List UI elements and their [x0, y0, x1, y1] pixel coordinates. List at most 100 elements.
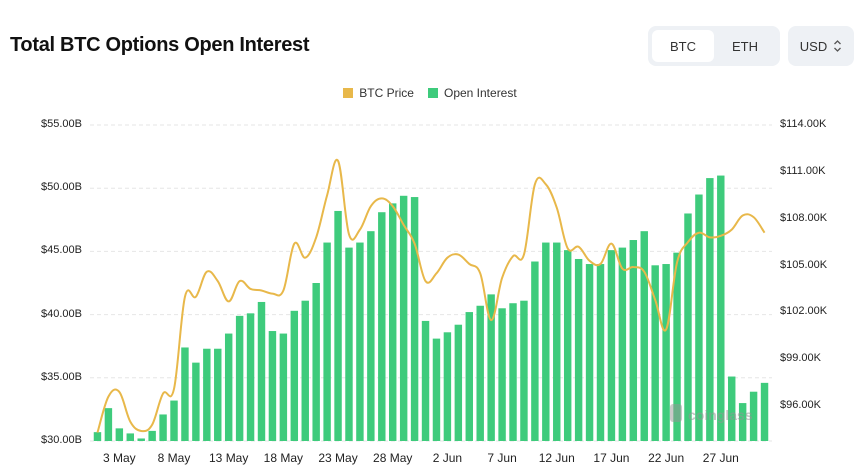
open-interest-bar[interactable]: [509, 303, 517, 441]
open-interest-bar[interactable]: [115, 428, 124, 441]
open-interest-bar[interactable]: [684, 213, 692, 441]
open-interest-bar[interactable]: [268, 331, 277, 441]
open-interest-bar[interactable]: [356, 242, 364, 441]
watermark-logo-icon: [670, 404, 682, 422]
open-interest-bar[interactable]: [126, 433, 134, 441]
open-interest-bar[interactable]: [531, 261, 539, 441]
open-interest-bar[interactable]: [520, 300, 528, 441]
open-interest-bar[interactable]: [662, 264, 670, 441]
open-interest-bar[interactable]: [673, 252, 681, 441]
page-title: Total BTC Options Open Interest: [10, 34, 310, 56]
open-interest-bar[interactable]: [181, 347, 189, 441]
open-interest-bar[interactable]: [596, 264, 605, 441]
open-interest-bar[interactable]: [214, 348, 222, 441]
open-interest-bar[interactable]: [389, 203, 397, 441]
tab-eth[interactable]: ETH: [732, 38, 758, 54]
x-axis-tick: 13 May: [209, 451, 249, 465]
open-interest-bar[interactable]: [345, 247, 353, 441]
open-interest-bar[interactable]: [640, 231, 648, 441]
right-axis-tick: $102.00K: [780, 305, 828, 318]
open-interest-bar[interactable]: [432, 338, 441, 441]
x-axis-tick: 2 Jun: [432, 451, 463, 465]
right-axis-tick: $111.00K: [780, 164, 826, 177]
open-interest-bar[interactable]: [542, 242, 550, 441]
open-interest-bar[interactable]: [465, 312, 473, 441]
watermark: coinglass: [688, 407, 753, 423]
open-interest-bar[interactable]: [104, 408, 113, 441]
legend-item-btc-price[interactable]: BTC Price: [343, 86, 414, 100]
open-interest-bar[interactable]: [717, 175, 725, 441]
open-interest-bar[interactable]: [312, 283, 320, 441]
tab-btc[interactable]: BTC: [652, 30, 714, 62]
right-axis-tick: $114.00K: [780, 118, 827, 130]
x-axis-tick: 12 Jun: [538, 451, 575, 465]
left-axis-tick: $55.00B: [41, 118, 82, 130]
legend-label: BTC Price: [359, 86, 414, 100]
open-interest-bar[interactable]: [574, 258, 583, 441]
right-axis-tick: $99.00K: [780, 352, 821, 365]
x-axis-tick: 28 May: [373, 451, 413, 465]
right-axis-tick: $108.00K: [780, 211, 828, 224]
open-interest-bar[interactable]: [443, 332, 452, 441]
open-interest-bar[interactable]: [367, 231, 375, 441]
open-interest-bar[interactable]: [148, 430, 156, 441]
open-interest-bar[interactable]: [235, 315, 244, 441]
left-axis-tick: $50.00B: [41, 181, 82, 194]
btc-price-line[interactable]: [96, 158, 766, 433]
open-interest-bar[interactable]: [749, 391, 758, 441]
open-interest-bar[interactable]: [607, 250, 616, 441]
open-interest-bar[interactable]: [323, 242, 331, 441]
x-axis-tick: 23 May: [318, 451, 358, 465]
open-interest-bar[interactable]: [454, 324, 463, 441]
currency-select[interactable]: USD: [788, 26, 854, 66]
asset-toggle: BTC ETH: [648, 26, 780, 66]
open-interest-bar[interactable]: [476, 305, 484, 441]
open-interest-bar[interactable]: [399, 195, 408, 441]
open-interest-bar[interactable]: [553, 242, 561, 441]
open-interest-bar[interactable]: [695, 194, 703, 441]
legend-item-open-interest[interactable]: Open Interest: [427, 86, 517, 100]
open-interest-bar[interactable]: [192, 362, 200, 441]
open-interest-bar[interactable]: [421, 320, 430, 441]
left-axis-tick: $35.00B: [41, 370, 82, 383]
x-axis-tick: 7 Jun: [487, 451, 517, 465]
x-axis-tick: 8 May: [157, 451, 191, 465]
open-interest-bar[interactable]: [760, 382, 769, 441]
x-axis-tick: 22 Jun: [648, 451, 685, 465]
open-interest-bar[interactable]: [487, 294, 495, 441]
left-axis-tick: $40.00B: [41, 307, 82, 320]
open-interest-bar[interactable]: [246, 313, 255, 441]
chart-legend: BTC Price Open Interest: [0, 86, 860, 100]
open-interest-bar[interactable]: [224, 333, 233, 441]
open-interest-bar[interactable]: [651, 265, 659, 441]
open-interest-bar[interactable]: [563, 250, 572, 441]
left-axis-tick: $45.00B: [41, 244, 82, 257]
legend-label: Open Interest: [443, 86, 517, 100]
open-interest-bar[interactable]: [410, 197, 419, 441]
open-interest-bar[interactable]: [738, 403, 747, 441]
x-axis-tick: 18 May: [263, 451, 304, 465]
open-interest-bar[interactable]: [498, 308, 506, 441]
open-interest-bar[interactable]: [257, 301, 266, 441]
open-interest-bar[interactable]: [334, 210, 342, 441]
open-interest-bar[interactable]: [290, 310, 299, 441]
open-interest-bar[interactable]: [159, 414, 167, 441]
x-axis-tick: 27 Jun: [702, 451, 739, 465]
open-interest-bar[interactable]: [618, 247, 627, 441]
right-axis-tick: $96.00K: [780, 399, 821, 411]
open-interest-bar[interactable]: [279, 333, 288, 441]
open-interest-bar[interactable]: [728, 376, 736, 441]
x-axis-tick: 3 May: [102, 451, 136, 465]
legend-swatch-open-interest: [427, 88, 438, 98]
open-interest-bar[interactable]: [585, 264, 594, 441]
left-axis-tick: $30.00B: [41, 434, 82, 446]
open-interest-bar[interactable]: [706, 178, 714, 441]
open-interest-bar[interactable]: [301, 300, 309, 441]
open-interest-bar[interactable]: [629, 240, 638, 441]
open-interest-bar[interactable]: [93, 432, 102, 441]
open-interest-bar[interactable]: [203, 348, 211, 441]
open-interest-bar[interactable]: [137, 438, 145, 441]
open-interest-bar[interactable]: [378, 212, 386, 441]
open-interest-bar[interactable]: [170, 400, 178, 441]
